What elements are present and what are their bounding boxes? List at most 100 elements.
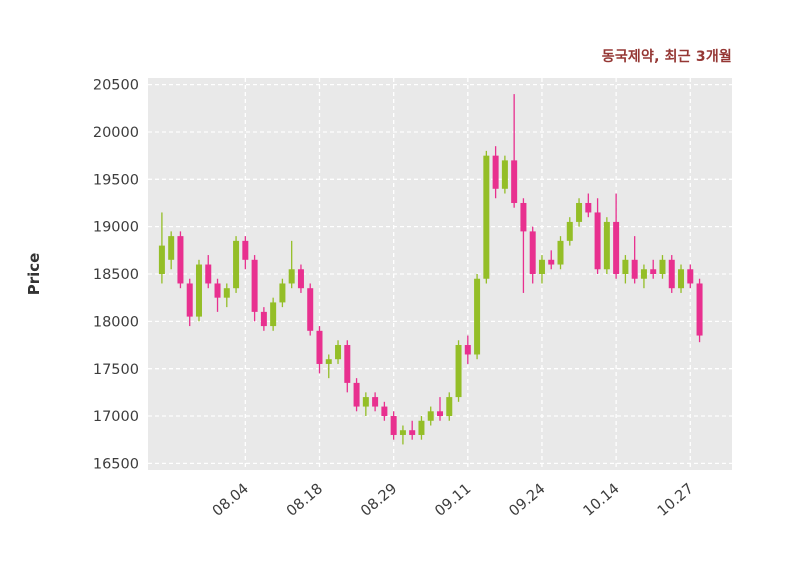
candle-down bbox=[492, 146, 499, 199]
candle-body bbox=[279, 283, 286, 303]
candle-body bbox=[640, 269, 647, 279]
candle-body bbox=[538, 259, 545, 274]
candle-down bbox=[585, 193, 592, 218]
candle-up bbox=[678, 264, 685, 293]
candle-down bbox=[260, 307, 267, 331]
candle-down bbox=[631, 236, 638, 284]
candle-body bbox=[158, 245, 165, 274]
x-tick-label: 08.18 bbox=[284, 481, 326, 520]
candle-up bbox=[325, 354, 332, 379]
candle-up bbox=[335, 340, 342, 364]
candle-up bbox=[622, 255, 629, 284]
candle-up bbox=[427, 406, 434, 426]
x-tick-label: 09.24 bbox=[506, 481, 548, 520]
candle-down bbox=[668, 255, 675, 293]
candle-down bbox=[177, 231, 184, 289]
candle-up bbox=[195, 259, 202, 322]
candle-up bbox=[501, 155, 508, 194]
candle-up bbox=[279, 278, 286, 308]
x-tick-label: 10.27 bbox=[655, 481, 697, 520]
candle-up bbox=[474, 274, 481, 360]
candle-up bbox=[399, 425, 406, 445]
candle-body bbox=[335, 345, 342, 360]
y-tick-label: 20500 bbox=[93, 78, 139, 94]
candle-down bbox=[251, 255, 258, 322]
candle-body bbox=[316, 330, 323, 364]
candle-body bbox=[362, 397, 369, 407]
candle-body bbox=[529, 231, 536, 274]
candle-down bbox=[548, 250, 555, 270]
candle-body bbox=[399, 430, 406, 435]
chart-title: 동국제약, 최근 3개월 bbox=[601, 49, 732, 65]
candle-body bbox=[594, 212, 601, 270]
candle-up bbox=[168, 231, 175, 270]
candle-body bbox=[585, 202, 592, 213]
candle-body bbox=[297, 269, 304, 289]
candle-up bbox=[538, 255, 545, 284]
candle-body bbox=[233, 240, 240, 289]
candle-body bbox=[474, 278, 481, 355]
candle-body bbox=[325, 359, 332, 364]
candle-body bbox=[251, 259, 258, 312]
candle-down bbox=[511, 94, 518, 208]
candle-up bbox=[557, 236, 564, 270]
candle-down bbox=[353, 378, 360, 412]
candle-body bbox=[483, 155, 490, 279]
candle-up bbox=[446, 392, 453, 421]
candle-down bbox=[205, 255, 212, 289]
candle-down bbox=[316, 326, 323, 374]
candle-down bbox=[520, 198, 527, 293]
candle-down bbox=[381, 401, 388, 421]
candle-up bbox=[659, 255, 666, 279]
candle-body bbox=[390, 416, 397, 435]
y-tick-label: 19500 bbox=[93, 172, 139, 188]
x-tick-label: 10.14 bbox=[581, 481, 623, 520]
candle-down bbox=[437, 397, 443, 421]
candle-up bbox=[158, 212, 165, 284]
candle-body bbox=[409, 430, 416, 435]
candle-up bbox=[483, 150, 490, 284]
y-tick-label: 18000 bbox=[93, 314, 139, 330]
candle-body bbox=[344, 345, 351, 383]
y-tick-label: 17500 bbox=[93, 362, 139, 378]
candle-down bbox=[650, 259, 657, 279]
candle-body bbox=[270, 302, 277, 327]
candle-body bbox=[177, 236, 184, 284]
candle-body bbox=[205, 264, 212, 284]
candle-body bbox=[548, 259, 555, 265]
candle-body bbox=[353, 382, 360, 407]
candle-up bbox=[640, 264, 647, 289]
candle-body bbox=[603, 221, 610, 270]
candle-up bbox=[270, 297, 277, 331]
candle-down bbox=[307, 283, 314, 336]
candle-body bbox=[168, 236, 175, 260]
candle-body bbox=[186, 283, 193, 317]
candle-up bbox=[233, 236, 240, 293]
candle-body bbox=[659, 259, 666, 274]
candle-body bbox=[372, 397, 379, 407]
candle-body bbox=[437, 411, 443, 417]
candle-down bbox=[242, 236, 249, 270]
candle-up bbox=[566, 217, 573, 246]
candle-up bbox=[288, 240, 295, 289]
candle-body bbox=[195, 264, 202, 317]
candle-down bbox=[613, 193, 620, 279]
y-tick-label: 20000 bbox=[93, 125, 139, 141]
y-tick-label: 17000 bbox=[93, 409, 139, 425]
x-tick-label: 08.04 bbox=[210, 481, 252, 520]
candle-down bbox=[372, 392, 379, 412]
candle-down bbox=[344, 340, 351, 393]
x-tick-label: 08.29 bbox=[358, 481, 400, 520]
candle-body bbox=[520, 202, 527, 232]
candle-down bbox=[214, 278, 221, 312]
x-tick-label: 09.11 bbox=[432, 481, 474, 520]
candle-body bbox=[622, 259, 629, 274]
candle-body bbox=[576, 202, 583, 222]
y-axis-label: Price bbox=[25, 252, 43, 296]
candle-body bbox=[446, 397, 453, 417]
candle-body bbox=[678, 269, 685, 289]
candle-body bbox=[381, 406, 388, 417]
y-tick-label: 16500 bbox=[93, 456, 139, 472]
candle-body bbox=[307, 288, 314, 331]
